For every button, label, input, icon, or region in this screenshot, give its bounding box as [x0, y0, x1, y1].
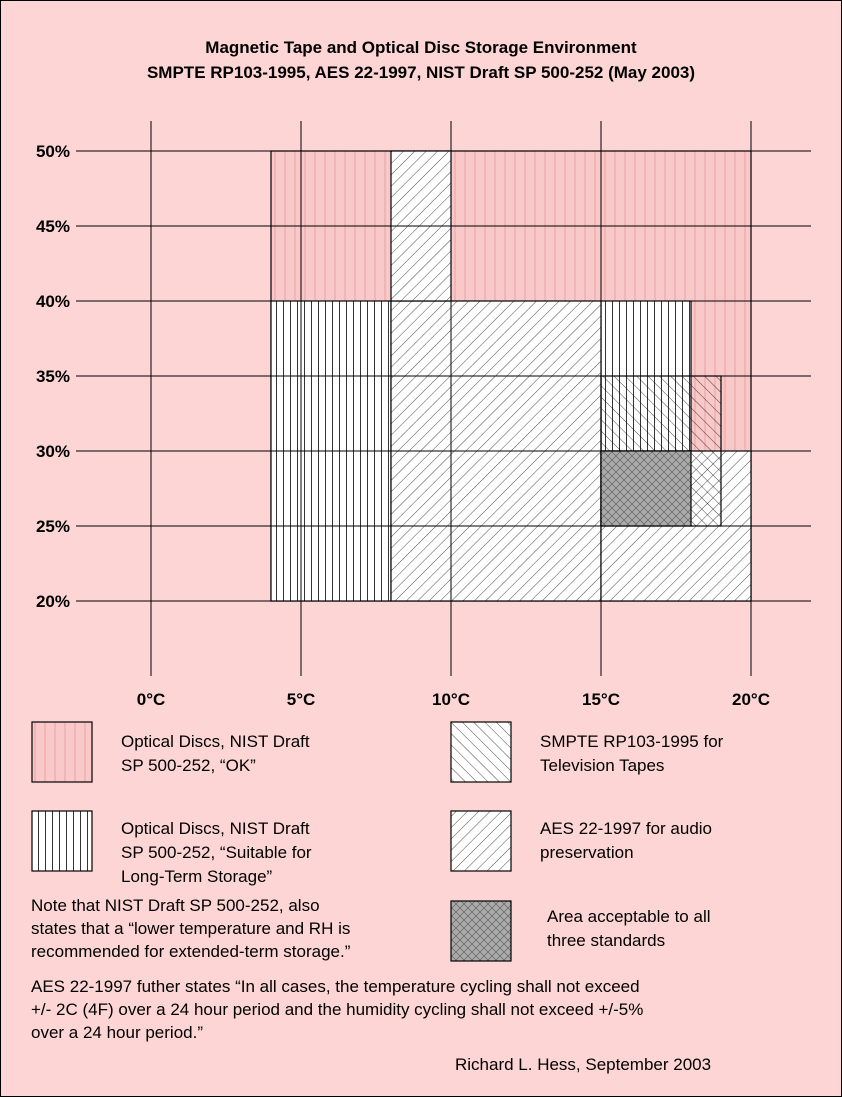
- y-tick-label: 35%: [36, 367, 70, 386]
- y-tick-label: 45%: [36, 217, 70, 236]
- x-tick-label: 0°C: [137, 690, 166, 709]
- legend-label-line: SMPTE RP103-1995 for: [540, 732, 724, 751]
- y-tick-label: 40%: [36, 292, 70, 311]
- note-line: Note that NIST Draft SP 500-252, also: [31, 896, 320, 915]
- legend-swatch-smpte: [450, 721, 512, 783]
- legend-label-aes: AES 22-1997 for audio preservation: [540, 817, 712, 865]
- region-all-three: [600, 450, 692, 527]
- legend-label-line: Long-Term Storage”: [121, 867, 273, 886]
- x-tick-label: 10°C: [432, 690, 470, 709]
- y-tick-label: 25%: [36, 517, 70, 536]
- legend-swatch-all-three: [450, 900, 512, 962]
- legend-swatch-layer: [31, 721, 512, 962]
- legend-label-line: preservation: [540, 843, 634, 862]
- y-tick-label: 30%: [36, 442, 70, 461]
- nist-note: Note that NIST Draft SP 500-252, also st…: [31, 894, 350, 963]
- legend-label-line: SP 500-252, “OK”: [121, 756, 256, 775]
- x-tick-label: 15°C: [582, 690, 620, 709]
- legend-label-line: AES 22-1997 for audio: [540, 819, 713, 838]
- legend-swatch-nist-long-term: [31, 810, 93, 872]
- tick-label-layer: 0°C 5°C 10°C 15°C 20°C 50% 45% 40% 35% 30% 25% 20%: [36, 142, 770, 709]
- legend-label-line: three standards: [547, 931, 666, 950]
- y-tick-label: 20%: [36, 592, 70, 611]
- credit-line: Richard L. Hess, September 2003: [455, 1055, 712, 1074]
- legend-label-line: Optical Discs, NIST Draft: [121, 732, 310, 751]
- legend-label-line: Optical Discs, NIST Draft: [121, 819, 310, 838]
- y-tick-label: 50%: [36, 142, 70, 161]
- legend-label-all-three: Area acceptable to all three standards: [547, 905, 711, 953]
- note-line: over a 24 hour period.”: [31, 1023, 203, 1042]
- note-line: states that a “lower temperature and RH …: [31, 919, 351, 938]
- note-line: +/- 2C (4F) over a 24 hour period and th…: [31, 1000, 644, 1019]
- legend-label-line: Area acceptable to all: [547, 907, 711, 926]
- x-tick-label: 20°C: [732, 690, 770, 709]
- note-line: AES 22-1997 futher states “In all cases,…: [31, 977, 640, 996]
- chart-title: Magnetic Tape and Optical Disc Storage E…: [205, 38, 637, 57]
- note-line: recommended for extended-term storage.”: [31, 942, 351, 961]
- legend-swatch-nist-ok: [31, 721, 93, 783]
- legend-swatch-aes: [450, 810, 512, 872]
- x-tick-label: 5°C: [287, 690, 316, 709]
- legend-label-nist-ok: Optical Discs, NIST Draft SP 500-252, “OK…: [121, 730, 310, 778]
- legend-label-nist-long-term: Optical Discs, NIST Draft SP 500-252, “Su…: [121, 817, 312, 889]
- chart-subtitle: SMPTE RP103-1995, AES 22-1997, NIST Draf…: [146, 63, 696, 82]
- grid-layer: [76, 121, 811, 676]
- legend-label-smpte: SMPTE RP103-1995 for Television Tapes: [540, 730, 723, 778]
- legend-label-line: Television Tapes: [540, 756, 665, 775]
- legend-label-line: SP 500-252, “Suitable for: [121, 843, 312, 862]
- aes-note: AES 22-1997 futher states “In all cases,…: [31, 975, 643, 1044]
